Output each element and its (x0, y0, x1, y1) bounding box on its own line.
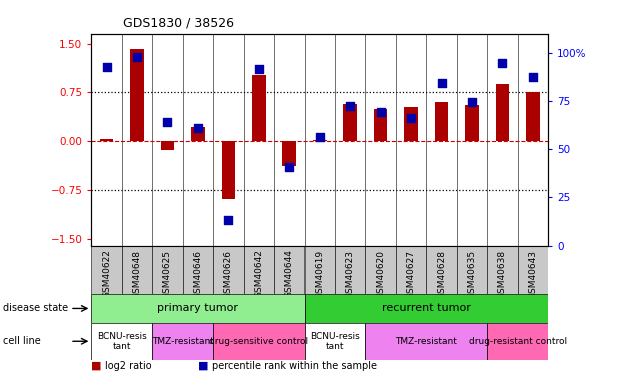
Point (406, 115, 416, 121)
Bar (130, 49, 144, 141)
Bar (252, 75, 266, 141)
Point (193, 124, 203, 130)
Point (345, 103, 355, 109)
Bar (396, 246, 427, 294)
Text: disease state: disease state (3, 303, 68, 313)
Bar (161, 141, 175, 150)
Text: primary tumor: primary tumor (158, 303, 238, 313)
Text: GSM40646: GSM40646 (193, 249, 202, 298)
Bar (304, 246, 335, 294)
Bar (152, 246, 183, 294)
Text: ■: ■ (91, 361, 102, 370)
Bar (374, 109, 387, 141)
Bar (304, 322, 365, 360)
Text: drug-sensitive control: drug-sensitive control (209, 337, 309, 346)
Point (497, 60, 507, 66)
Bar (335, 246, 365, 294)
Text: GSM40623: GSM40623 (346, 249, 355, 298)
Point (101, 64, 112, 70)
Bar (91, 294, 304, 322)
Bar (365, 322, 487, 360)
Bar (526, 92, 540, 141)
Bar (152, 322, 213, 360)
Bar (427, 246, 457, 294)
Text: BCNU-resis
tant: BCNU-resis tant (97, 332, 147, 351)
Text: GSM40628: GSM40628 (437, 249, 446, 298)
Bar (518, 246, 548, 294)
Bar (496, 84, 509, 141)
Bar (365, 246, 396, 294)
Bar (457, 246, 487, 294)
Bar (487, 246, 518, 294)
Text: GSM40626: GSM40626 (224, 249, 233, 298)
Bar (343, 104, 357, 141)
Bar (274, 246, 304, 294)
Bar (404, 107, 418, 141)
Bar (213, 246, 244, 294)
Text: recurrent tumor: recurrent tumor (382, 303, 471, 313)
Bar (282, 141, 296, 166)
Text: TMZ-resistant: TMZ-resistant (396, 337, 457, 346)
Bar (191, 127, 205, 141)
Bar (222, 141, 235, 199)
Text: BCNU-resis
tant: BCNU-resis tant (310, 332, 360, 351)
Point (163, 119, 173, 125)
Point (254, 66, 264, 72)
Text: GDS1830 / 38526: GDS1830 / 38526 (123, 17, 234, 30)
Text: percentile rank within the sample: percentile rank within the sample (212, 361, 377, 370)
Text: TMZ-resistant: TMZ-resistant (152, 337, 214, 346)
Bar (244, 246, 274, 294)
Point (467, 99, 477, 105)
Point (437, 80, 447, 86)
Point (375, 109, 386, 115)
Text: cell line: cell line (3, 336, 41, 346)
Point (528, 74, 538, 80)
Text: GSM40625: GSM40625 (163, 249, 172, 298)
Text: GSM40620: GSM40620 (376, 249, 385, 298)
Bar (91, 246, 122, 294)
Bar (465, 105, 479, 141)
Bar (100, 140, 113, 141)
Point (284, 164, 294, 170)
Text: drug-resistant control: drug-resistant control (469, 337, 567, 346)
Bar (91, 322, 152, 360)
Bar (213, 322, 304, 360)
Bar (304, 294, 548, 322)
Text: GSM40638: GSM40638 (498, 249, 507, 298)
Point (223, 216, 233, 222)
Text: GSM40642: GSM40642 (255, 249, 263, 298)
Bar (435, 102, 449, 141)
Text: GSM40622: GSM40622 (102, 249, 111, 298)
Text: ■: ■ (198, 361, 209, 370)
Text: GSM40619: GSM40619 (315, 249, 324, 298)
Bar (183, 246, 213, 294)
Text: GSM40648: GSM40648 (132, 249, 142, 298)
Text: GSM40644: GSM40644 (285, 249, 294, 298)
Text: GSM40643: GSM40643 (529, 249, 537, 298)
Bar (487, 322, 548, 360)
Point (132, 54, 142, 60)
Text: GSM40635: GSM40635 (467, 249, 476, 298)
Point (315, 134, 325, 140)
Text: log2 ratio: log2 ratio (105, 361, 152, 370)
Text: GSM40627: GSM40627 (406, 249, 416, 298)
Bar (122, 246, 152, 294)
Bar (313, 140, 326, 141)
